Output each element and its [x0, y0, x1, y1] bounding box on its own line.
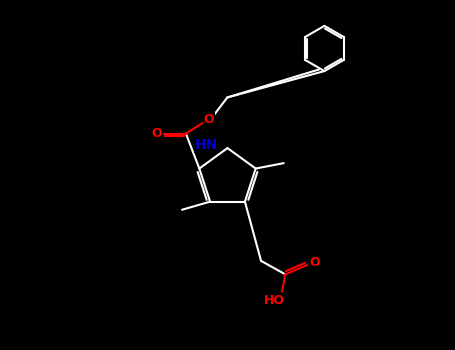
Text: HN: HN	[195, 138, 218, 152]
Text: HO: HO	[264, 294, 285, 307]
Text: O: O	[204, 113, 214, 126]
Text: O: O	[309, 256, 320, 269]
Text: O: O	[152, 127, 162, 140]
